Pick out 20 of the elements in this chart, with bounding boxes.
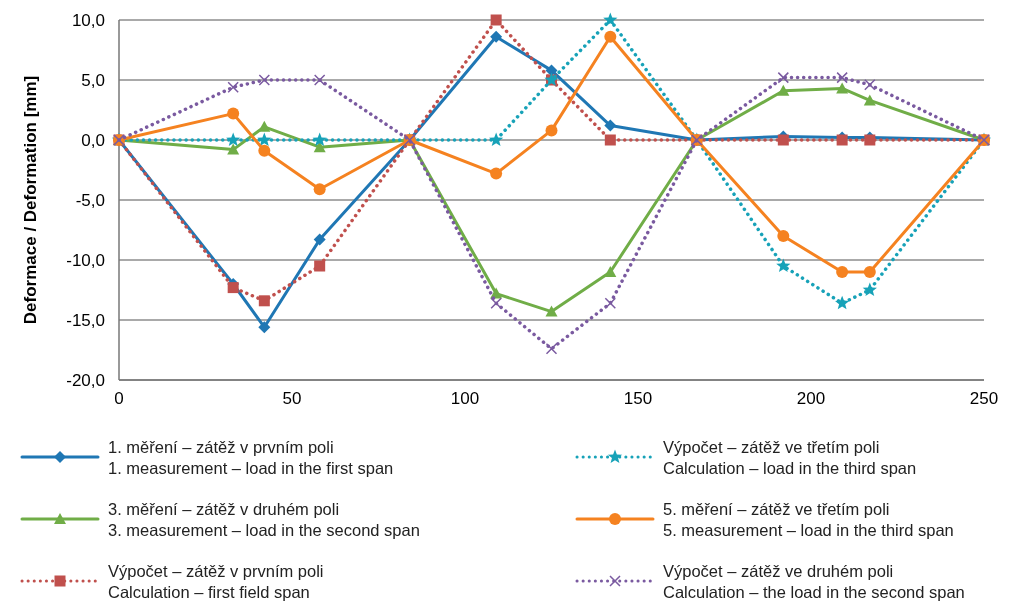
- y-tick-label: 5,0: [81, 70, 105, 90]
- y-tick-label: 10,0: [71, 10, 105, 30]
- x-tick-label: 0: [114, 389, 124, 408]
- x-tick-label: 200: [796, 389, 826, 408]
- y-tick-label: -10,0: [66, 250, 105, 270]
- y-tick-label: -20,0: [66, 370, 105, 390]
- x-tick-label: 150: [623, 389, 653, 408]
- x-tick-label: 50: [282, 389, 302, 408]
- legend-label: 3. měření – zátěž v druhém poli 3. measurement – load in the second span: [108, 500, 420, 539]
- x-tick-label: 100: [450, 389, 480, 408]
- legend-label: Výpočet – zátěž v prvním poli Calculation – first field span: [108, 562, 324, 601]
- legend-label: Výpočet – zátěž ve třetím poli Calculation – load in the third span: [663, 438, 917, 477]
- y-axis-title: Deformace / Deformation [mm]: [21, 75, 40, 325]
- legend-label: 5. měření – zátěž ve třetím poli 5. measurement – load in the third span: [663, 500, 954, 539]
- y-tick-label: -15,0: [66, 310, 105, 330]
- y-tick-label: 0,0: [81, 130, 105, 150]
- y-tick-label: -5,0: [75, 190, 105, 210]
- legend-label: 1. měření – zátěž v prvním poli 1. measurement – load in the first span: [108, 438, 394, 477]
- legend-label: Výpočet – zátěž ve druhém poli Calculation – the load in the second span: [663, 562, 965, 601]
- x-tick-label: 250: [969, 389, 999, 408]
